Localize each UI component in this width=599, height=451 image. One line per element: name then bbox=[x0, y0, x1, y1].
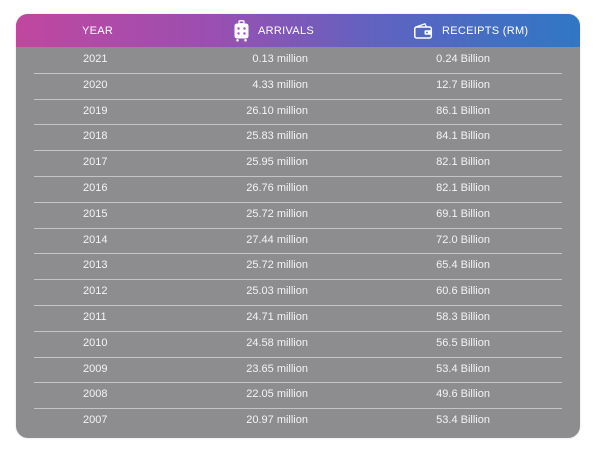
row-arrivals: 27.44 million bbox=[246, 233, 308, 246]
row-year: 2021 bbox=[83, 53, 108, 65]
row-year: 2007 bbox=[83, 414, 108, 427]
row-arrivals: 26.10 million bbox=[246, 104, 308, 117]
row-year: 2015 bbox=[83, 207, 108, 220]
header-year-label: YEAR bbox=[82, 24, 114, 37]
row-year: 2008 bbox=[83, 388, 108, 401]
table-row: 2013 25.72 million 65.4 Billion bbox=[16, 253, 580, 279]
header-arrivals: ARRIVALS bbox=[234, 14, 314, 47]
table-row: 2017 25.95 million 82.1 Billion bbox=[16, 150, 580, 176]
table-row: 2011 24.71 million 58.3 Billion bbox=[16, 304, 580, 331]
table-row: 2015 25.72 million 69.1 Billion bbox=[16, 201, 580, 228]
row-arrivals: 25.72 million bbox=[246, 259, 308, 272]
table-body: 2021 0.13 million 0.24 Billion 2020 4.33 mil… bbox=[16, 47, 580, 434]
row-arrivals: 26.76 million bbox=[246, 181, 308, 194]
table-row: 2007 20.97 million 53.4 Billion bbox=[16, 408, 580, 434]
row-receipts: 12.7 Billion bbox=[436, 78, 490, 91]
row-receipts: 56.5 Billion bbox=[436, 336, 490, 349]
row-arrivals: 25.03 million bbox=[246, 285, 308, 298]
row-year: 2013 bbox=[83, 259, 108, 272]
row-arrivals: 22.05 million bbox=[246, 388, 308, 401]
table-row: 2012 25.03 million 60.6 Billion bbox=[16, 279, 580, 305]
row-arrivals: 24.58 million bbox=[246, 336, 308, 349]
row-receipts: 49.6 Billion bbox=[436, 388, 490, 401]
table-row: 2020 4.33 million 12.7 Billion bbox=[16, 72, 580, 99]
row-year: 2011 bbox=[83, 310, 107, 323]
row-year: 2020 bbox=[83, 78, 108, 91]
row-year: 2012 bbox=[83, 285, 108, 298]
row-receipts: 82.1 Billion bbox=[436, 156, 490, 169]
row-year: 2010 bbox=[83, 336, 108, 349]
row-year: 2016 bbox=[83, 181, 108, 194]
row-arrivals: 20.97 million bbox=[246, 414, 308, 427]
header-arrivals-label: ARRIVALS bbox=[258, 24, 314, 37]
table-row: 2014 27.44 million 72.0 Billion bbox=[16, 227, 580, 254]
row-arrivals: 23.65 million bbox=[246, 362, 308, 375]
row-receipts: 82.1 Billion bbox=[436, 181, 490, 194]
row-receipts: 60.6 Billion bbox=[436, 285, 490, 298]
header-receipts-label: RECEIPTS (RM) bbox=[442, 24, 529, 37]
tourism-table: YEAR ARRIVALS bbox=[16, 14, 580, 438]
table-row: 2010 24.58 million 56.5 Billion bbox=[16, 330, 580, 357]
suitcase-icon bbox=[234, 19, 249, 42]
row-receipts: 53.4 Billion bbox=[436, 362, 490, 375]
row-arrivals: 25.95 million bbox=[246, 156, 308, 169]
row-arrivals: 24.71 million bbox=[246, 310, 308, 323]
row-receipts: 84.1 Billion bbox=[436, 130, 490, 143]
row-receipts: 86.1 Billion bbox=[436, 104, 490, 117]
row-year: 2018 bbox=[83, 130, 108, 143]
row-arrivals: 4.33 million bbox=[252, 78, 308, 91]
row-receipts: 72.0 Billion bbox=[436, 233, 490, 246]
row-year: 2019 bbox=[83, 104, 108, 117]
table-row: 2008 22.05 million 49.6 Billion bbox=[16, 382, 580, 408]
row-receipts: 69.1 Billion bbox=[436, 207, 490, 220]
wallet-icon bbox=[414, 22, 433, 39]
header-year: YEAR bbox=[82, 14, 113, 47]
table-row: 2018 25.83 million 84.1 Billion bbox=[16, 124, 580, 150]
row-receipts: 53.4 Billion bbox=[436, 414, 490, 427]
table-row: 2016 26.76 million 82.1 Billion bbox=[16, 175, 580, 202]
row-receipts: 65.4 Billion bbox=[436, 259, 490, 272]
row-arrivals: 25.72 million bbox=[246, 207, 308, 220]
header-receipts: RECEIPTS (RM) bbox=[414, 14, 528, 47]
row-arrivals: 0.13 million bbox=[252, 53, 308, 65]
row-year: 2009 bbox=[83, 362, 108, 375]
row-arrivals: 25.83 million bbox=[246, 130, 308, 143]
row-receipts: 0.24 Billion bbox=[436, 53, 490, 65]
table-header: YEAR ARRIVALS bbox=[16, 14, 580, 47]
row-year: 2014 bbox=[83, 233, 108, 246]
row-year: 2017 bbox=[83, 156, 108, 169]
table-row: 2009 23.65 million 53.4 Billion bbox=[16, 356, 580, 383]
table-row: 2021 0.13 million 0.24 Billion bbox=[16, 47, 580, 73]
row-receipts: 58.3 Billion bbox=[436, 310, 490, 323]
table-row: 2019 26.10 million 86.1 Billion bbox=[16, 98, 580, 125]
